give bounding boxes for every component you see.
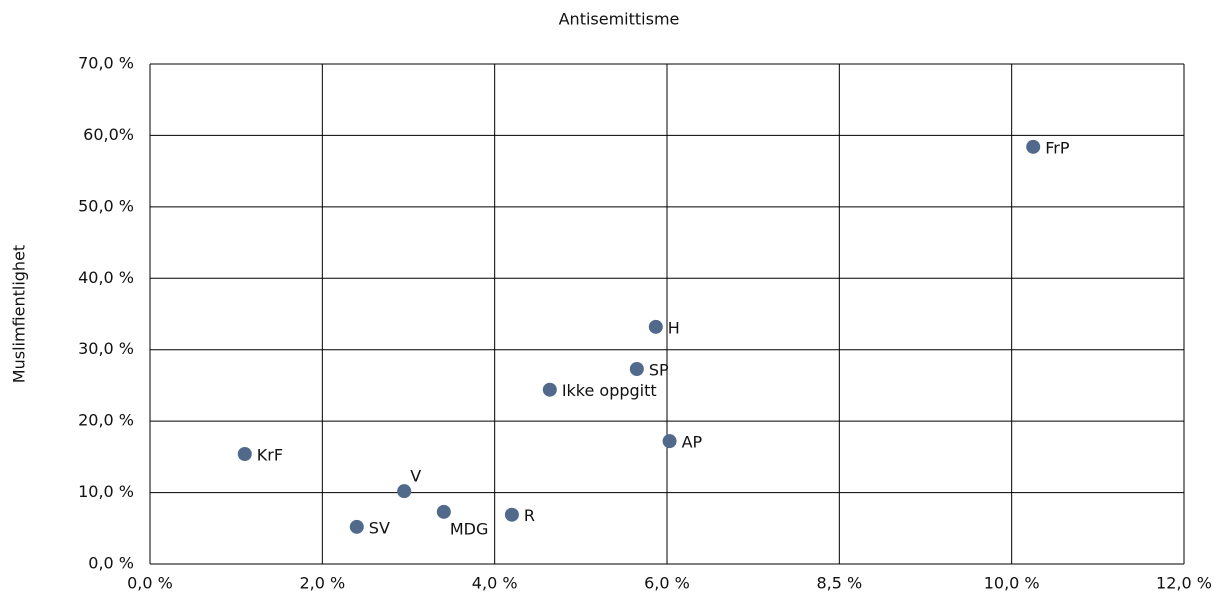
point-label: Ikke oppgitt <box>562 381 657 400</box>
point-label: MDG <box>450 519 489 538</box>
y-tick-label: 20,0 % <box>78 411 134 430</box>
point <box>629 362 644 376</box>
point <box>436 504 451 519</box>
y-tick-label: 40,0 % <box>78 268 134 287</box>
point <box>648 319 663 334</box>
y-tick-label: 60,0% <box>83 125 134 144</box>
x-tick-label: 12,0 % <box>1156 574 1212 593</box>
point-label: SP <box>649 361 669 380</box>
y-tick-label: 10,0 % <box>78 482 134 501</box>
point-label: SV <box>369 518 390 537</box>
x-tick-label: 2,0 % <box>299 574 345 593</box>
y-tick-label: 0,0 % <box>88 554 134 573</box>
point-label: V <box>410 467 421 486</box>
y-tick-label: 70,0 % <box>78 54 134 73</box>
x-tick-label: 4,0 % <box>472 574 518 593</box>
point <box>662 434 677 449</box>
point <box>504 507 519 522</box>
point <box>397 484 412 499</box>
point <box>1026 139 1041 154</box>
x-tick-label: 8,5 % <box>816 574 862 593</box>
point-label: R <box>524 506 535 525</box>
y-tick-label: 30,0 % <box>78 339 134 358</box>
point-label: H <box>668 318 680 337</box>
point <box>542 382 557 397</box>
point-label: AP <box>682 433 703 452</box>
y-tick-label: 50,0 % <box>78 196 134 215</box>
x-axis-title: Antisemittisme <box>559 10 680 29</box>
point-label: FrP <box>1045 138 1070 157</box>
point <box>349 519 364 534</box>
point <box>237 447 252 461</box>
x-tick-label: 0,0 % <box>127 574 173 593</box>
x-tick-label: 10,0 % <box>984 574 1040 593</box>
x-tick-label: 6,0 % <box>644 574 690 593</box>
point-label: KrF <box>257 446 283 465</box>
y-axis-title: Muslimfientlighet <box>10 245 29 383</box>
